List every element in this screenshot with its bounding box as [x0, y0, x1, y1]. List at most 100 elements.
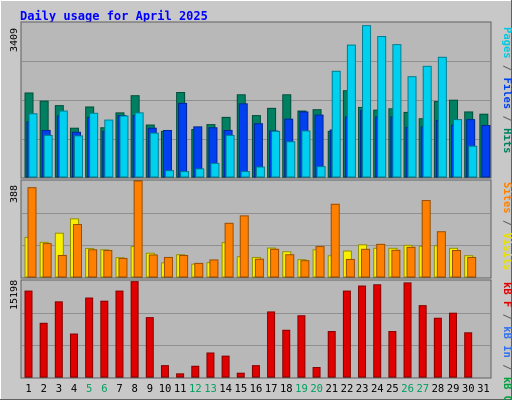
x-tick-label: 30 [462, 383, 475, 395]
pages-bar [468, 145, 478, 178]
x-tick-label: 22 [341, 383, 354, 395]
pages-bar [453, 119, 463, 178]
x-tick-label: 1 [25, 383, 31, 395]
sites-bar [209, 259, 219, 278]
kb-f-bar [160, 365, 169, 378]
kb-f-bar [69, 333, 78, 378]
x-tick-label: 10 [159, 383, 172, 395]
pages-bar [331, 70, 341, 178]
kb-f-bar [85, 297, 94, 378]
pages-bar [362, 25, 372, 178]
x-tick-label: 6 [101, 383, 107, 395]
legend-part: Visits [501, 233, 512, 271]
legend-part: kB F [501, 282, 512, 307]
legend-part: Sites [501, 182, 512, 214]
kb-f-bar [433, 317, 442, 378]
legend-part: Files [501, 78, 512, 110]
kb-f-bar [327, 331, 336, 378]
kb-f-bar [221, 355, 230, 378]
kb-f-bar [342, 290, 351, 378]
x-tick-label: 20 [310, 383, 323, 395]
pages-bar [89, 112, 99, 178]
kb-f-bar [358, 285, 367, 378]
bars [24, 25, 491, 378]
pages-bar [180, 171, 190, 178]
pages-bar [210, 162, 220, 178]
sites-bar [118, 257, 128, 278]
sites-bar [270, 248, 280, 278]
kb-f-bar [100, 300, 109, 378]
kb-f-bar [206, 352, 215, 378]
top-panel-max-label: 3409 [9, 28, 20, 52]
x-tick-label: 23 [356, 383, 369, 395]
pages-bar [104, 119, 114, 178]
chart-title: Daily usage for April 2025 [20, 9, 208, 23]
kb-f-bar [449, 312, 458, 378]
pages-bar [392, 44, 402, 178]
sites-bar [361, 248, 371, 278]
kb-f-bar [115, 290, 124, 378]
sites-bar [103, 250, 113, 278]
sites-bar [345, 258, 355, 278]
sites-bar [421, 200, 431, 278]
pages-bar [43, 134, 53, 178]
legend-part: Pages [501, 27, 512, 59]
x-tick-label: 5 [86, 383, 92, 395]
sites-bar [285, 254, 295, 278]
sites-bar [88, 249, 98, 278]
x-tick-label: 25 [386, 383, 399, 395]
x-tick-label: 19 [295, 383, 308, 395]
pages-bar [195, 168, 205, 178]
sites-bar [391, 249, 401, 278]
kb-f-bar [403, 282, 412, 378]
x-tick-label: 14 [219, 383, 232, 395]
x-tick-label: 8 [132, 383, 138, 395]
pages-bar [407, 76, 417, 178]
pages-bar [164, 170, 174, 178]
kb-f-bar [236, 372, 245, 378]
panel-bottom-background [20, 279, 492, 379]
kb-f-bar [312, 367, 321, 378]
sites-bar [436, 231, 446, 278]
sites-bar [133, 180, 143, 278]
files-bar [238, 103, 248, 178]
kb-f-bar [267, 311, 276, 378]
legend-part: kB In [501, 326, 512, 358]
files-bar [162, 129, 172, 178]
pages-bar [134, 112, 144, 178]
sites-bar [330, 203, 340, 278]
kb-f-bar [191, 365, 200, 378]
x-tick-label: 9 [147, 383, 153, 395]
kb-f-bar [388, 331, 397, 378]
x-tick-label: 13 [204, 383, 217, 395]
pages-bar [149, 132, 159, 178]
kb-f-bar [54, 301, 63, 378]
pages-bar [346, 44, 356, 178]
x-tick-label: 29 [447, 383, 460, 395]
kb-f-bar [39, 322, 48, 378]
x-tick-label: 2 [41, 383, 47, 395]
x-tick-label: 11 [174, 383, 187, 395]
pages-bar [28, 113, 38, 178]
x-tick-label: 3 [56, 383, 62, 395]
top-panel-legend: Pages / Files / Hits [501, 27, 512, 153]
pages-bar [377, 36, 387, 178]
x-tick-label: 7 [116, 383, 122, 395]
sites-bar [254, 258, 264, 278]
x-tick-label: 15 [235, 383, 248, 395]
kb-f-bar [464, 332, 473, 378]
legend-part: Hits [501, 128, 512, 153]
x-axis-labels: 1 2 3 4 5 6 7 8 9 10 11 12 13 14 15 16 17 18 19 20 21 22 23 24 2… [25, 383, 489, 395]
x-tick-label: 26 [401, 383, 414, 395]
pages-bar [58, 110, 68, 178]
sites-bar [239, 215, 249, 278]
middle-panel-max-label: 388 [9, 185, 20, 203]
x-tick-label: 4 [71, 383, 77, 395]
kb-f-bar [251, 365, 260, 378]
sites-bar [406, 246, 416, 278]
x-tick-label: 18 [280, 383, 293, 395]
pages-bar [316, 166, 326, 178]
sites-bar [224, 222, 234, 278]
sites-bar [57, 254, 67, 278]
